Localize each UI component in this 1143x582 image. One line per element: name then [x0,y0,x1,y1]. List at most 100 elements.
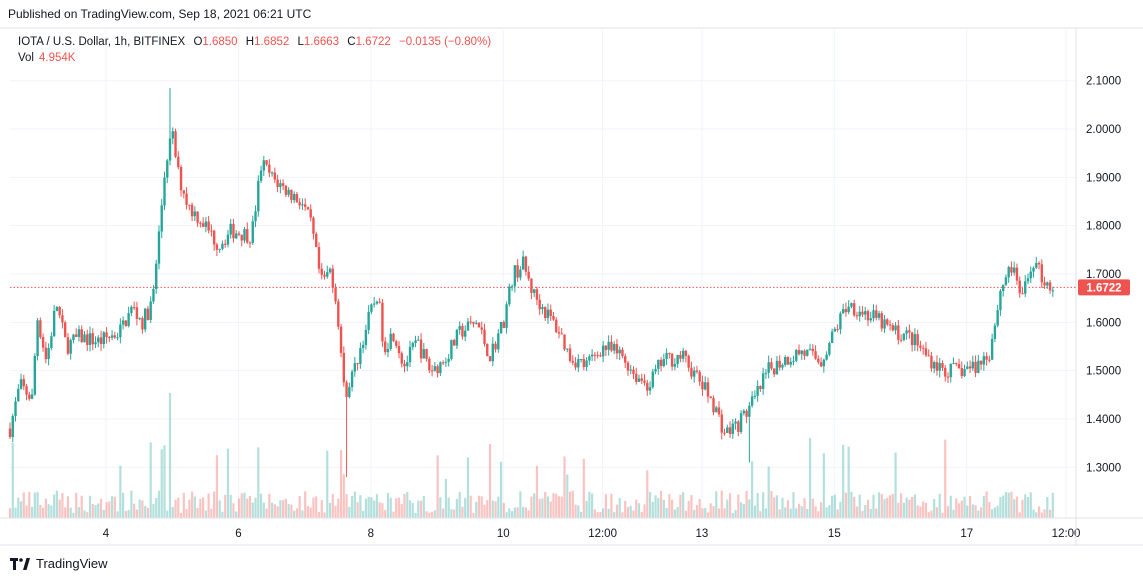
volume-bar [637,503,641,518]
candle-body [544,306,547,319]
volume-bar [469,495,472,518]
volume-bar [328,502,332,518]
candle-body [745,410,748,417]
volume-bar [610,493,613,518]
volume-bar [844,492,848,518]
volume-value: 4.954K [39,52,76,64]
volume-bar [77,507,81,518]
candle-body [579,359,583,361]
volume-bar [17,497,20,518]
x-tick-label: 17 [960,528,973,540]
volume-bar [789,508,792,518]
symbol-label[interactable]: IOTA / U.S. Dollar, 1h, BITFINEX [18,36,186,48]
volume-bar [902,502,905,518]
candle-body [301,204,304,206]
volume-bar [858,494,861,518]
volume-bar [163,445,166,518]
volume-bar [988,502,991,518]
candle-body [695,370,699,372]
candle-body [372,303,376,305]
volume-bar [825,507,828,518]
candle-body [80,329,83,343]
candle-body [229,223,232,235]
candle-body [400,353,403,364]
candle-body [585,360,588,368]
candle-body [188,204,191,206]
volume-bar [185,509,188,518]
candle-body [999,290,1002,311]
volume-bar [39,504,42,518]
volume-bar [676,507,679,518]
volume-bar [406,491,409,518]
volume-bar [353,491,356,518]
volume-bar [442,508,445,518]
volume-bar [566,474,569,518]
candle-body [897,325,900,340]
volume-bar [298,496,301,518]
volume-bar [14,507,17,518]
volume-bar [414,512,417,518]
volume-bar [541,498,544,518]
candle-body [692,370,696,377]
volume-bar [596,512,599,518]
volume-bar [585,500,588,518]
volume-bar [833,494,836,518]
volume-bar [897,502,900,518]
candle-body [902,333,906,340]
candle-body [306,206,310,210]
candle-body [292,194,296,201]
candle-body [632,369,635,374]
candle-body [389,333,392,349]
candle-body [132,306,136,308]
volume-bar [389,497,392,518]
volume-bar [22,492,25,518]
volume-bar [196,507,199,518]
volume-bar [756,492,759,518]
volume-bar [797,503,801,518]
volume-bar [751,461,754,518]
volume-bar [486,500,489,518]
candle-body [894,325,897,331]
candle-body [726,427,729,433]
volume-bar [778,509,781,518]
volume-bar [519,491,522,518]
candle-body [921,347,925,349]
volume-bar [894,452,897,518]
candle-body [149,301,152,320]
volume-bar [533,493,536,518]
candle-body [461,325,464,337]
volume-bar [952,509,955,518]
candle-body [502,321,506,328]
volume-bar [671,499,674,518]
candle-body [789,361,792,365]
candle-body [756,386,759,396]
low-value: 1.6663 [303,36,340,48]
candle-body [146,308,150,320]
candle-body [408,346,412,363]
candle-body [116,337,119,339]
volume-bar [403,493,406,518]
candle-body [218,248,221,250]
volume-bar [748,499,751,518]
candle-body [348,387,351,397]
y-tick-label: 1.6000 [1086,317,1121,329]
volume-bar [204,510,207,518]
candle-body [193,211,197,217]
volume-bar [1043,509,1046,518]
volume-bar [378,502,381,518]
candle-body [83,334,86,343]
candle-body [596,354,599,356]
candle-body [262,160,266,171]
volume-bar [693,509,696,518]
candle-body [337,301,340,327]
volume-bar [955,498,958,518]
volume-bar [1029,492,1032,518]
volume-bar [1035,512,1038,518]
candle-body [466,321,470,331]
axes: 2.1000 2.0000 1.9000 1.8000 1.7000 1.6000 1.50… [0,27,1143,546]
tradingview-logo[interactable]: TradingView [10,556,108,571]
volume-bar [345,494,348,518]
candle-body [33,355,37,395]
candle-body [819,362,823,367]
